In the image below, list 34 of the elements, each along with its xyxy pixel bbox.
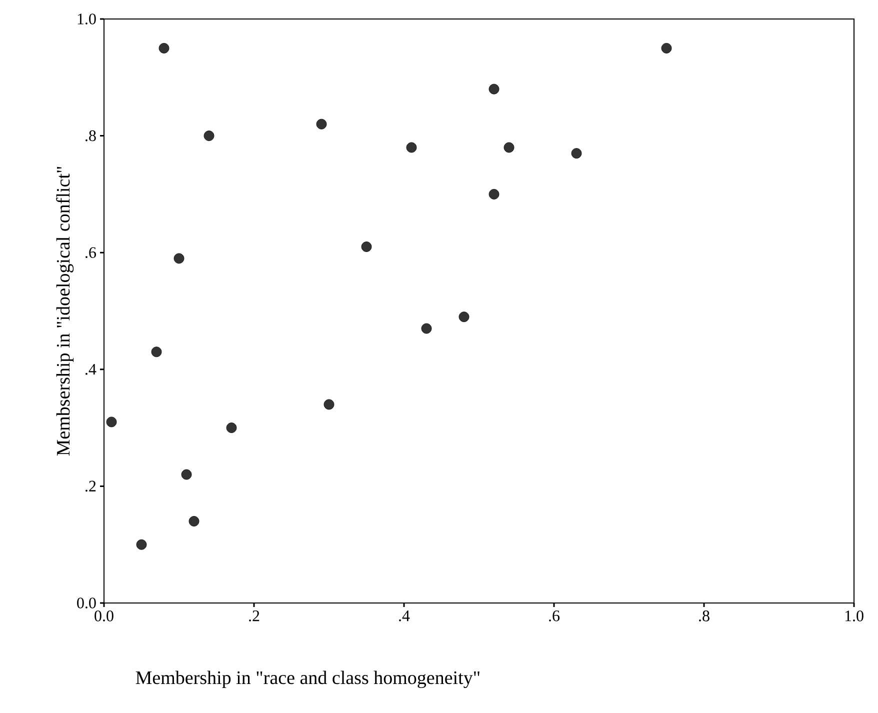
y-tick-label: .6 — [86, 247, 96, 258]
point — [488, 84, 500, 94]
point — [361, 242, 372, 252]
point — [136, 539, 147, 550]
point — [421, 323, 432, 334]
point — [571, 148, 582, 159]
point — [226, 422, 237, 433]
point — [174, 253, 184, 264]
y-tick-label: .8 — [86, 130, 96, 142]
x-tick-label: 1.0 — [845, 610, 864, 622]
x-tick-label: 0.0 — [94, 610, 114, 622]
y-tick-label: .4 — [86, 364, 96, 375]
y-tick-label: .2 — [86, 480, 96, 492]
point — [158, 42, 170, 54]
point — [661, 42, 672, 54]
point — [181, 469, 192, 480]
point — [324, 399, 334, 410]
x-tick-label: .6 — [549, 610, 560, 622]
point — [316, 118, 327, 130]
x-tick-label: .2 — [249, 610, 260, 622]
y-axis-title: Membsership in "idoelogical conflict" — [56, 166, 74, 456]
x-tick-label: .8 — [699, 610, 710, 622]
point — [406, 142, 417, 153]
point — [504, 142, 514, 153]
point — [458, 312, 470, 322]
x-axis-title: Membership in "race and class homogeneity" — [136, 670, 480, 688]
y-tick-label: 0.0 — [77, 598, 96, 608]
y-tick-label: 1.0 — [78, 14, 96, 24]
point — [151, 346, 162, 358]
point — [188, 516, 200, 526]
point — [106, 416, 117, 428]
point — [488, 189, 500, 200]
point — [204, 130, 214, 141]
x-tick-label: .4 — [399, 610, 410, 622]
